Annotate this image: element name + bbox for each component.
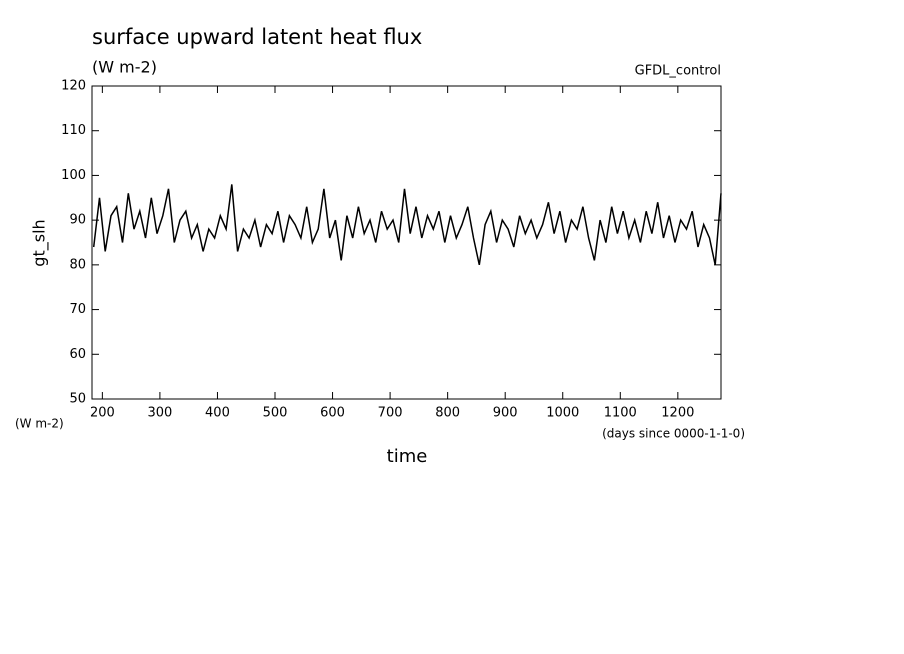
chart-subtitle: (W m-2) — [92, 58, 157, 77]
y-tick-label: 110 — [61, 123, 86, 138]
annotation: GFDL_control — [635, 64, 721, 79]
plot-frame — [91, 85, 722, 400]
x-axis-label: time — [387, 446, 428, 467]
y-tick-label: 50 — [69, 392, 86, 407]
y-tick-label: 120 — [61, 79, 86, 94]
x-tick-label: 600 — [320, 406, 345, 421]
x-tick-label: 500 — [263, 406, 288, 421]
chart-title: surface upward latent heat flux — [92, 25, 422, 49]
x-tick-label: 700 — [378, 406, 403, 421]
y-tick-label: 100 — [61, 168, 86, 183]
x-tick-label: 200 — [90, 406, 115, 421]
y-units: (W m-2) — [15, 417, 64, 431]
x-tick-label: 1000 — [546, 406, 579, 421]
y-tick-label: 90 — [69, 213, 86, 228]
x-tick-label: 800 — [435, 406, 460, 421]
x-tick-label: 1100 — [604, 406, 637, 421]
y-tick-label: 80 — [69, 257, 86, 272]
x-tick-label: 900 — [493, 406, 518, 421]
x-tick-label: 400 — [205, 406, 230, 421]
data-line — [92, 184, 722, 266]
y-tick-label: 60 — [69, 347, 86, 362]
x-tick-label: 300 — [147, 406, 172, 421]
y-axis-label: gt_slh — [30, 219, 50, 266]
x-units: (days since 0000-1-1-0) — [602, 427, 745, 441]
y-tick-label: 70 — [69, 302, 86, 317]
x-tick-label: 1200 — [661, 406, 694, 421]
